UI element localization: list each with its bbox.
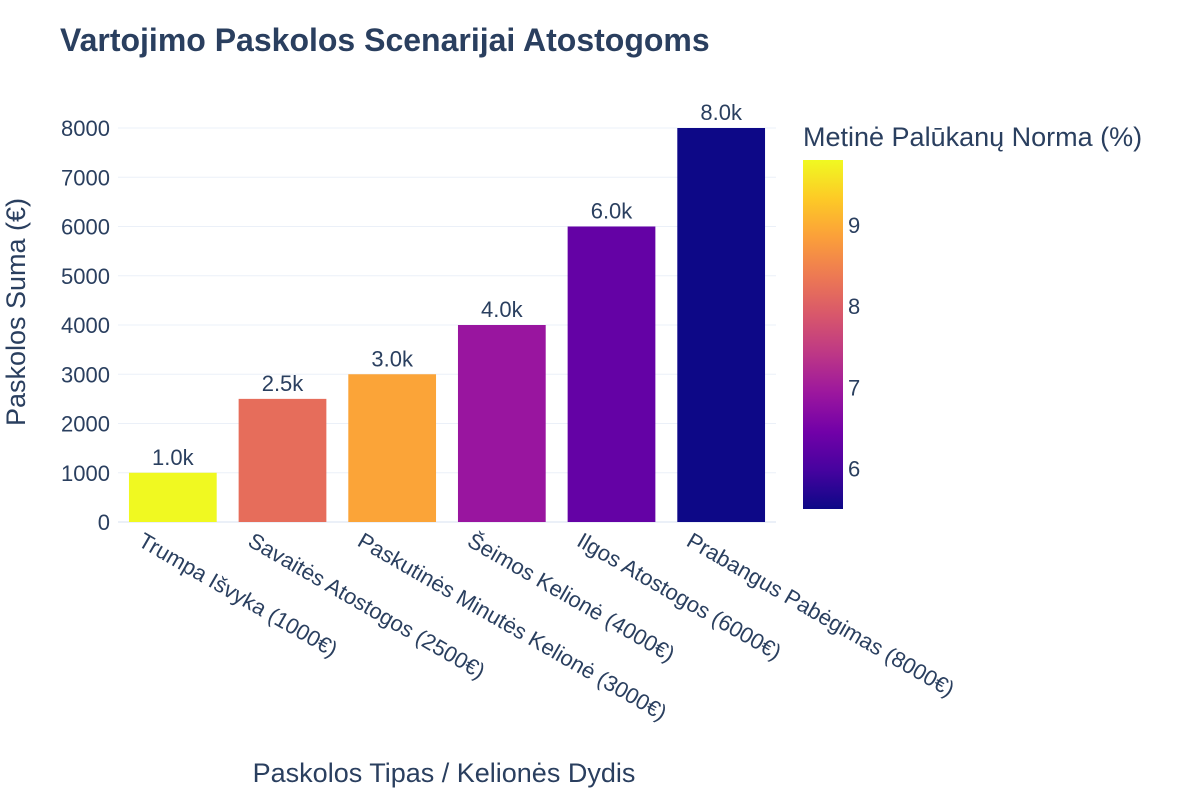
bar-data-labels: 1.0k 2.5k 3.0k 4.0k 6.0k 8.0k — [152, 100, 743, 470]
y-tick-label: 5000 — [61, 264, 110, 289]
colorbar-gradient — [803, 160, 843, 509]
y-tick-label: 2000 — [61, 412, 110, 437]
colorbar-tick-labels: 6 7 8 9 — [848, 213, 860, 481]
bar-data-label: 2.5k — [262, 371, 305, 396]
bar-data-label: 6.0k — [591, 199, 634, 224]
y-tick-label: 4000 — [61, 313, 110, 338]
y-tick-label: 3000 — [61, 362, 110, 387]
bars — [128, 128, 766, 522]
colorbar-tick-label: 9 — [848, 213, 860, 238]
bar — [128, 472, 217, 522]
bar — [457, 325, 546, 522]
colorbar-tick-label: 6 — [848, 456, 860, 481]
y-tick-label: 1000 — [61, 461, 110, 486]
colorbar-tick-label: 8 — [848, 294, 860, 319]
bar-data-label: 1.0k — [152, 445, 195, 470]
x-tick-label: Trumpa Išvyka (1000€) — [134, 528, 342, 662]
y-tick-label: 8000 — [61, 116, 110, 141]
x-tick-labels: Trumpa Išvyka (1000€)Savaitės Atostogos … — [134, 528, 959, 726]
colorbar: Metinė Palūkanų Norma (%) 6 7 8 9 — [803, 122, 1142, 509]
bar — [348, 374, 437, 522]
gridlines — [118, 127, 776, 523]
colorbar-tick-label: 7 — [848, 375, 860, 400]
y-axis-title: Paskolos Suma (€) — [1, 198, 31, 426]
bar — [677, 128, 766, 522]
x-axis-title: Paskolos Tipas / Kelionės Dydis — [253, 758, 636, 788]
bar — [238, 398, 327, 522]
bar — [567, 226, 656, 522]
y-tick-label: 7000 — [61, 165, 110, 190]
colorbar-title: Metinė Palūkanų Norma (%) — [803, 122, 1142, 152]
chart-title: Vartojimo Paskolos Scenarijai Atostogoms — [60, 22, 710, 58]
bar-data-label: 4.0k — [481, 297, 524, 322]
bar-data-label: 8.0k — [700, 100, 743, 125]
y-tick-label: 0 — [98, 510, 110, 535]
y-tick-label: 6000 — [61, 215, 110, 240]
bar-data-label: 3.0k — [371, 346, 414, 371]
y-tick-labels: 0 1000 2000 3000 4000 5000 6000 7000 8000 — [61, 116, 110, 535]
